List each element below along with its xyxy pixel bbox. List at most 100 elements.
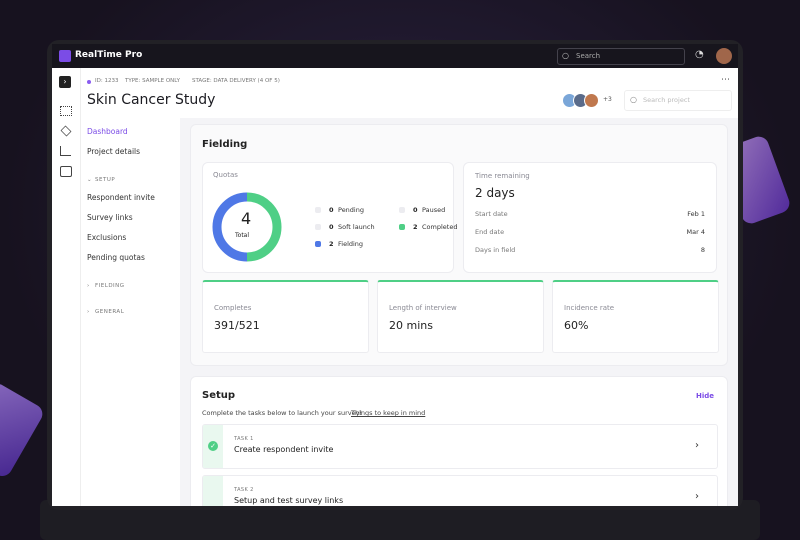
nav-icon[interactable] [60,166,72,177]
search-box[interactable]: ○ Search [557,48,685,65]
nav-item[interactable]: Respondent invite [87,193,155,202]
stat-label: Length of interview [389,304,457,312]
search-placeholder: Search [576,52,601,60]
legend-dot [315,207,321,213]
nav-icon[interactable] [60,146,71,156]
quota-total-label: Total [235,232,250,239]
top-bar: RealTime Pro ○ Search ◔ [52,44,738,68]
section-label[interactable]: FIELDING [95,283,125,289]
legend-count: 2 [329,240,334,248]
quotas-label: Quotas [213,171,238,179]
task-step: TASK 1 [234,436,254,442]
setup-card: Setup Hide Complete the tasks below to l… [190,376,728,506]
search-icon: ○ [562,51,569,60]
task-status: ✓ [203,425,223,468]
setup-link[interactable]: Things to keep in mind [351,409,426,417]
project-id: ID: 1233 [95,78,119,84]
project-search[interactable]: ○ Search project [624,90,732,111]
task-row[interactable]: TASK 2 Setup and test survey links › [202,475,718,506]
app-name: RealTime Pro [75,50,143,60]
legend-dot [315,241,321,247]
nav-icon[interactable] [60,106,72,116]
quota-total: 4 [241,209,252,228]
project-type: TYPE: SAMPLE ONLY [125,78,180,84]
section-chevron[interactable]: ⌄ [87,177,92,183]
legend-count: 2 [413,223,418,231]
donut-chart [212,192,282,262]
setup-description: Complete the tasks below to launch your … [202,409,363,417]
stat-label: Incidence rate [564,304,615,312]
task-chevron: › [695,440,699,451]
search-icon: ○ [630,95,637,104]
time-label: Time remaining [475,172,530,180]
nav-icon[interactable] [60,125,72,137]
stat-card: Length of interview 20 mins [377,280,544,353]
time-row-value: Mar 4 [686,228,705,236]
stat-value: 391/521 [214,319,260,332]
time-card: Time remaining 2 days Start date Feb 1 End… [463,162,717,273]
task-row[interactable]: ✓ TASK 1 Create respondent invite › [202,424,718,469]
section-label[interactable]: SETUP [95,177,116,183]
time-rows: Start date Feb 1 End date Mar 4 Days in fiel… [464,211,716,271]
section-chevron[interactable]: › [87,283,90,289]
quotas-card: Quotas 4 Total 0 Pending 0 Paused 0 Soft laun… [202,162,458,273]
time-row-label: Start date [475,210,508,218]
section-label[interactable]: GENERAL [95,309,125,315]
more-menu[interactable]: ⋯ [721,75,730,85]
legend-dot [399,224,405,230]
legend-label: Soft launch [338,223,375,231]
legend-dot [315,224,321,230]
task-step: TASK 2 [234,487,254,493]
legend-label: Fielding [338,240,364,248]
task-title: Create respondent invite [234,445,334,454]
legend-count: 0 [329,223,334,231]
legend-count: 0 [329,206,334,214]
section-chevron[interactable]: › [87,309,90,315]
stat-value: 60% [564,319,589,332]
donut-segment [246,192,282,262]
icon-rail: › [52,68,81,506]
stat-card: Completes 391/521 [202,280,369,353]
stat-label: Completes [214,304,252,312]
legend-dot [399,207,405,213]
nav-item[interactable]: Dashboard [87,127,128,136]
expand-button[interactable]: › [59,76,71,88]
check-icon: ✓ [208,441,218,451]
time-row-value: Feb 1 [687,210,705,218]
legend-label: Paused [422,206,446,214]
nav-item[interactable]: Survey links [87,213,133,222]
fielding-title: Fielding [202,139,248,150]
legend-label: Completed [422,223,458,231]
donut-segment [212,192,248,262]
setup-title: Setup [202,390,236,401]
member-avatar [584,93,599,108]
stat-card: Incidence rate 60% [552,280,719,353]
time-row-value: 8 [700,246,705,254]
task-title: Setup and test survey links [234,496,344,505]
logo [59,50,71,62]
sidebar: Dashboard Project details ⌄ SETUP Respondent… [80,118,180,506]
task-status [203,476,223,506]
project-stage: STAGE: DATA DELIVERY (4 OF 5) [192,78,280,84]
hide-button[interactable]: Hide [696,392,715,400]
nav-item[interactable]: Project details [87,147,141,156]
stats-row: Completes 391/521 Length of interview 20 mi… [202,280,719,353]
user-avatar[interactable] [716,48,732,64]
bell-icon[interactable]: ◔ [695,49,704,60]
legend-label: Pending [338,206,364,214]
nav-item[interactable]: Exclusions [87,233,127,242]
glow-left [0,380,46,480]
time-row-label: End date [475,228,505,236]
fielding-card: Fielding Quotas 4 Total 0 Pending 0 Paused 0… [190,124,728,366]
nav-item[interactable]: Pending quotas [87,253,145,262]
main-area: Fielding Quotas 4 Total 0 Pending 0 Paused 0… [180,118,738,506]
extra-members: +3 [603,96,612,103]
time-value: 2 days [475,186,515,200]
screen: RealTime Pro ○ Search ◔ › ID: 1233 TYPE:… [52,44,738,506]
task-chevron: › [695,491,699,502]
project-title: Skin Cancer Study [87,92,216,108]
time-row-label: Days in field [475,246,516,254]
stat-value: 20 mins [389,319,433,332]
legend-count: 0 [413,206,418,214]
